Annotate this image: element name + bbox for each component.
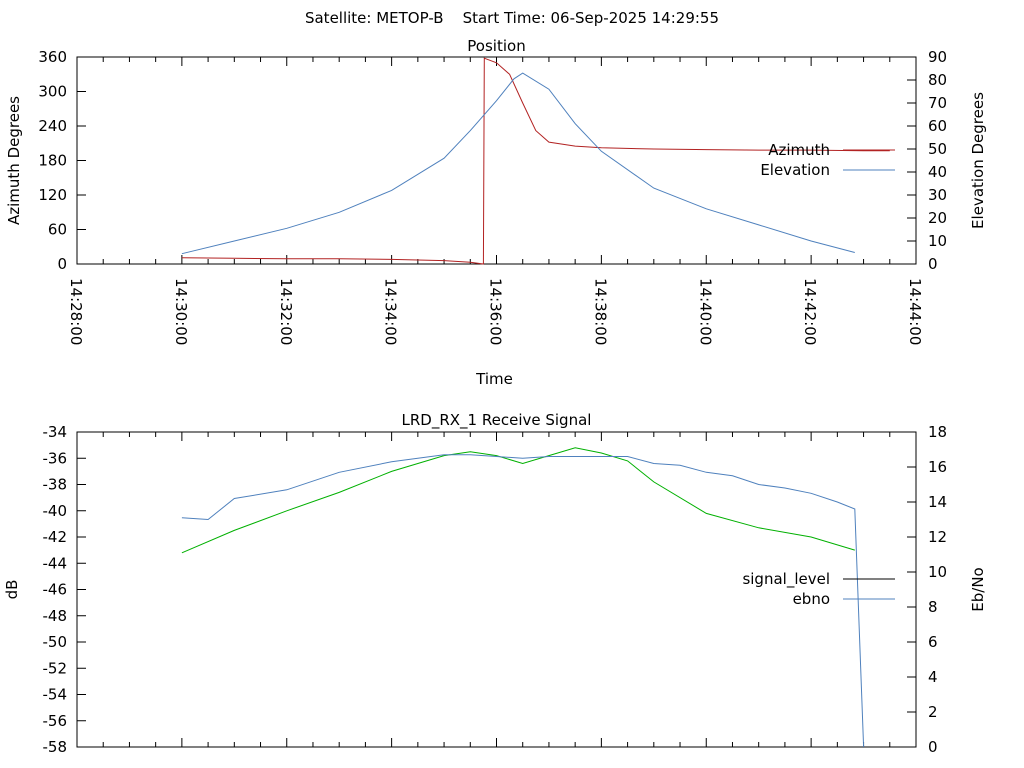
y2-tick-label: 60 <box>928 117 947 135</box>
y2-tick-label: 8 <box>928 598 938 616</box>
y2-axis-label: Eb/No <box>969 567 987 611</box>
y-tick-label: 300 <box>38 83 67 101</box>
x-tick-label: 14:44:00 <box>906 278 924 345</box>
y-tick-label: -34 <box>43 423 68 441</box>
x-tick-label: 14:34:00 <box>382 278 400 345</box>
x-tick-label: 14:38:00 <box>591 278 609 345</box>
series-line-azimuth <box>181 57 890 265</box>
y2-tick-label: 0 <box>928 738 938 756</box>
y-tick-label: -58 <box>43 738 68 756</box>
y-tick-label: -54 <box>43 686 68 704</box>
y-tick-label: -56 <box>43 712 68 730</box>
y-tick-label: 240 <box>38 117 67 135</box>
y2-tick-label: 4 <box>928 668 938 686</box>
y2-tick-label: 14 <box>928 493 947 511</box>
plot-frame <box>76 431 917 748</box>
y2-tick-label: 6 <box>928 633 938 651</box>
y-tick-label: -36 <box>43 449 68 467</box>
y-tick-label: 180 <box>38 152 67 170</box>
y2-tick-label: 50 <box>928 140 947 158</box>
x-tick-label: 14:30:00 <box>172 278 190 345</box>
y-tick-label: -38 <box>43 476 68 494</box>
x-tick-label: 14:40:00 <box>696 278 714 345</box>
y-tick-label: -52 <box>43 659 68 677</box>
x-tick-label: 14:36:00 <box>487 278 505 345</box>
y-tick-label: 120 <box>38 186 67 204</box>
y2-tick-label: 20 <box>928 209 947 227</box>
x-tick-label: 14:42:00 <box>801 278 819 345</box>
y2-tick-label: 12 <box>928 528 947 546</box>
series-line-signal-level <box>181 447 855 554</box>
y2-axis-label: Elevation Degrees <box>969 92 987 229</box>
position-plot: Position 0 60 120 180 240 300 360 0 10 20 30 40 50 60 7… <box>5 37 987 388</box>
series-line-ebno <box>181 454 865 748</box>
y-tick-label: 0 <box>57 255 67 273</box>
receive-signal-plot: LRD_RX_1 Receive Signal -58 -56 -54 -52 -50 -4… <box>3 411 987 756</box>
legend-label: signal_level <box>742 570 830 589</box>
x-tick-label: 14:28:00 <box>67 278 85 345</box>
y2-tick-label: 30 <box>928 186 947 204</box>
y-tick-label: -50 <box>43 633 68 651</box>
x-tick-label: 14:32:00 <box>277 278 295 345</box>
y-axis-label: dB <box>3 580 21 600</box>
y2-tick-label: 70 <box>928 94 947 112</box>
y-tick-label: -44 <box>43 554 68 572</box>
y2-tick-label: 10 <box>928 563 947 581</box>
y2-tick-label: 16 <box>928 458 947 476</box>
figure-title: Satellite: METOP-B Start Time: 06-Sep-20… <box>305 9 719 27</box>
plot-title: LRD_RX_1 Receive Signal <box>402 411 592 430</box>
y2-tick-label: 40 <box>928 163 947 181</box>
y-tick-label: -48 <box>43 607 68 625</box>
y2-tick-label: 10 <box>928 232 947 250</box>
y2-tick-label: 80 <box>928 71 947 89</box>
y2-tick-label: 0 <box>928 255 938 273</box>
y-tick-label: -46 <box>43 581 68 599</box>
y2-tick-label: 18 <box>928 423 947 441</box>
legend-label: Elevation <box>760 161 830 179</box>
y-axis-label: Azimuth Degrees <box>5 96 23 225</box>
plot-title: Position <box>467 37 525 55</box>
x-axis-label: Time <box>475 370 513 388</box>
y-tick-label: -40 <box>43 502 68 520</box>
series-line-elevation <box>181 72 855 255</box>
legend-label: ebno <box>793 590 830 608</box>
y2-tick-label: 2 <box>928 703 938 721</box>
y-tick-label: -42 <box>43 528 68 546</box>
y-tick-label: 60 <box>48 221 67 239</box>
y-tick-label: 360 <box>38 48 67 66</box>
legend-label: Azimuth <box>768 141 830 159</box>
y2-tick-label: 90 <box>928 48 947 66</box>
